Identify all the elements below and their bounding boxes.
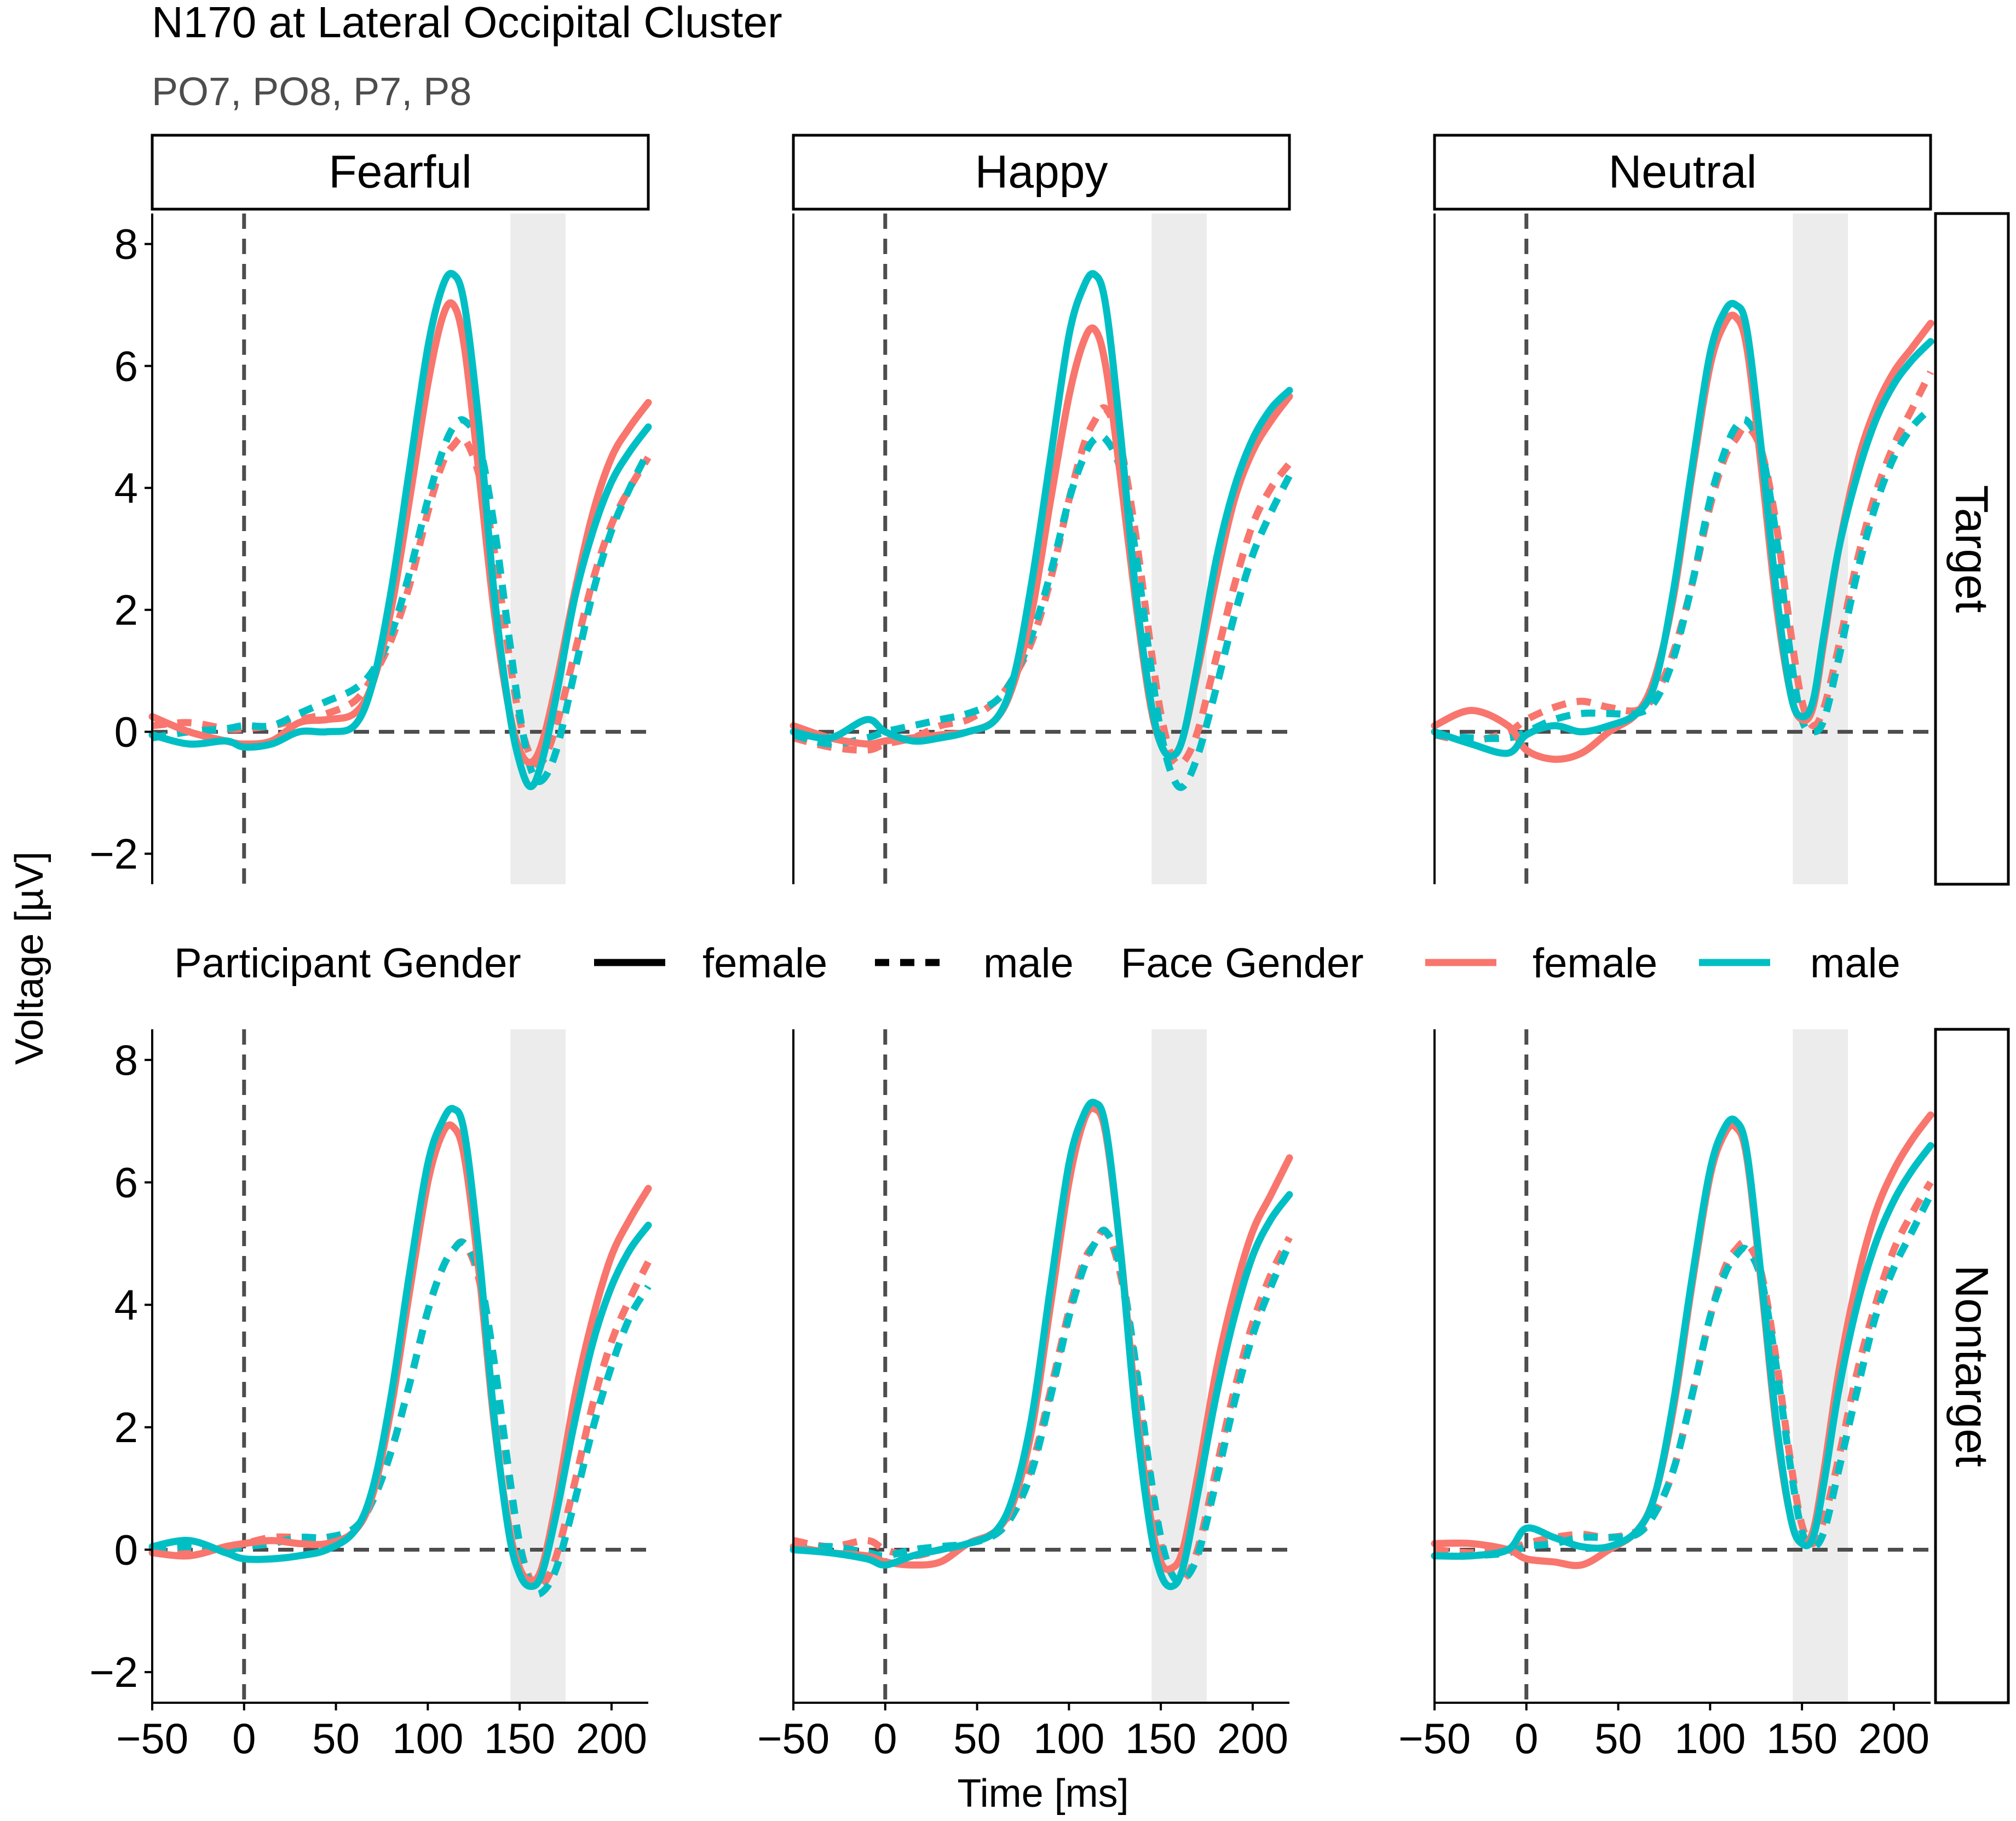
y-tick-label: 2 [114, 586, 138, 634]
highlight-window [1151, 1029, 1207, 1703]
y-tick-label: 8 [114, 1036, 138, 1084]
series-line-male-face-female-participant [148, 1105, 652, 1590]
x-tick-label: 50 [1594, 1714, 1642, 1762]
series-line-male-face-male-participant [1434, 1192, 1934, 1560]
y-tick-label: 0 [114, 708, 138, 756]
y-tick-label: 6 [114, 342, 138, 390]
highlight-window [510, 1029, 566, 1703]
panel-nontarget-happy: −50 0 50 100 150 200 [757, 1029, 1293, 1762]
x-tick-label: 0 [232, 1714, 256, 1762]
series-line-female-face-female-participant [148, 1121, 652, 1584]
y-tick-label: −2 [89, 829, 138, 878]
chart-title: N170 at Lateral Occipital Cluster [152, 0, 782, 47]
series-line-male-face-male-participant [792, 432, 1293, 791]
x-tick-label: 100 [392, 1714, 463, 1762]
x-tick-label: 150 [484, 1714, 555, 1762]
x-tick-label: 50 [312, 1714, 360, 1762]
panels-group: Fearful Happy Neutral Target Nontarget −2 0 2 4 6… [89, 134, 2010, 1762]
panel-nontarget-neutral: −50 0 50 100 150 200 [1398, 1029, 1934, 1762]
panel-nontarget-fearful: −2 0 2 4 6 8 −50 0 50 100 150 200 [89, 1029, 652, 1762]
series-line-male-face-female-participant [1431, 299, 1934, 757]
y-tick-label: −2 [89, 1648, 138, 1696]
series-line-male-face-female-participant [148, 269, 652, 791]
column-strip-label: Neutral [1609, 146, 1757, 198]
legend-face-title: Face Gender [1121, 940, 1364, 987]
series-line-male-face-male-participant [152, 1238, 652, 1598]
series-line-male-face-female-participant [1431, 1115, 1934, 1560]
y-tick-label: 8 [114, 220, 138, 268]
panel-target-neutral [1431, 214, 1934, 884]
series-line-female-face-male-participant [152, 1238, 652, 1592]
y-tick-label: 4 [114, 1281, 138, 1329]
series-line-female-face-male-participant [792, 404, 1293, 768]
panel-target-fearful: −2 0 2 4 6 8 [89, 214, 652, 884]
series-line-male-face-female-participant [790, 1098, 1293, 1591]
column-strip-fearful: Fearful [151, 134, 650, 211]
legend-label-participant-female: female [702, 940, 827, 987]
series-line-male-face-female-participant [790, 270, 1293, 760]
panel-target-happy [790, 214, 1293, 884]
legend-label-face-male: male [1810, 940, 1900, 987]
x-tick-label: 150 [1766, 1714, 1838, 1762]
legend: Participant Gender female male Face Gender f… [174, 940, 1900, 987]
legend-label-face-female: female [1533, 940, 1657, 987]
x-tick-label: −50 [757, 1714, 830, 1762]
row-strip-target: Target [1934, 212, 2010, 886]
x-tick-label: 100 [1674, 1714, 1746, 1762]
column-strip-label: Happy [975, 146, 1108, 198]
column-strip-box [1433, 134, 1932, 211]
column-strip-happy: Happy [792, 134, 1291, 211]
x-tick-label: 200 [1858, 1714, 1929, 1762]
x-tick-label: −50 [1398, 1714, 1471, 1762]
legend-label-participant-male: male [983, 940, 1074, 987]
x-tick-label: 0 [873, 1714, 897, 1762]
series-line-male-face-male-participant [793, 1226, 1293, 1586]
highlight-window [1151, 214, 1207, 884]
row-strip-label: Nontarget [1946, 1265, 1998, 1467]
row-strip-nontarget: Nontarget [1934, 1028, 2010, 1704]
column-strip-box [792, 134, 1291, 211]
y-tick-label: 0 [114, 1525, 138, 1574]
column-strip-neutral: Neutral [1433, 134, 1932, 211]
series-line-male-face-male-participant [151, 416, 652, 785]
x-tick-label: −50 [116, 1714, 188, 1762]
y-tick-label: 6 [114, 1159, 138, 1207]
x-tick-label: 0 [1514, 1714, 1538, 1762]
series-line-female-face-male-participant [1433, 370, 1934, 745]
legend-participant-title: Participant Gender [174, 940, 521, 987]
y-tick-label: 4 [114, 464, 138, 512]
row-strip-box [1934, 212, 2010, 886]
x-tick-label: 50 [953, 1714, 1001, 1762]
chart-subtitle: PO7, PO8, P7, P8 [152, 70, 471, 114]
y-tick-label: 2 [114, 1403, 138, 1451]
x-tick-label: 150 [1125, 1714, 1196, 1762]
x-axis-label: Time [ms] [957, 1772, 1128, 1816]
column-strip-box [151, 134, 650, 211]
row-strip-box [1934, 1028, 2010, 1704]
x-tick-label: 100 [1033, 1714, 1104, 1762]
x-tick-label: 200 [1217, 1714, 1288, 1762]
x-tick-label: 200 [576, 1714, 647, 1762]
row-strip-label: Target [1946, 485, 1998, 613]
column-strip-label: Fearful [329, 146, 471, 198]
y-axis-label: Voltage [µV] [8, 851, 51, 1065]
